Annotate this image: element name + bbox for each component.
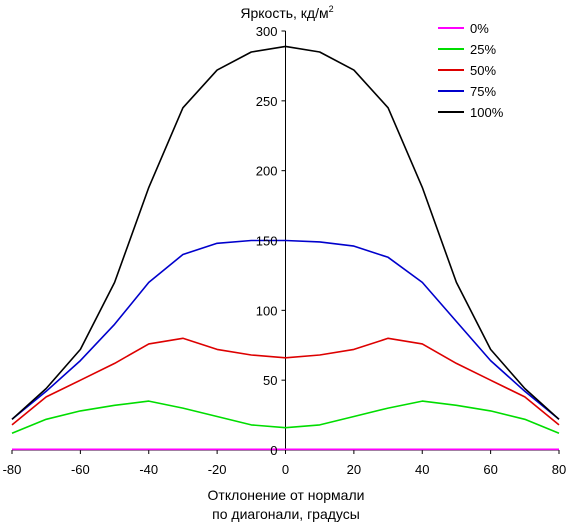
legend-label: 0% bbox=[470, 21, 489, 36]
legend-label: 25% bbox=[470, 42, 496, 57]
y-tick-label: 200 bbox=[256, 164, 278, 179]
series-line-25-percent bbox=[11, 400, 560, 434]
x-tick-label: 60 bbox=[483, 462, 497, 477]
legend-label: 100% bbox=[470, 105, 504, 120]
legend-label: 75% bbox=[470, 84, 496, 99]
y-tick-label: 100 bbox=[256, 303, 278, 318]
legend: 0% 25% 50% 75% 100% bbox=[438, 21, 504, 120]
x-tick-label: 40 bbox=[415, 462, 429, 477]
y-tick-label: 50 bbox=[263, 373, 277, 388]
y-axis-title-superscript: 2 bbox=[329, 4, 334, 14]
series-line-75-percent bbox=[11, 239, 560, 420]
legend-label: 50% bbox=[470, 63, 496, 78]
x-axis-title-line-2: по диагонали, градусы bbox=[212, 506, 360, 522]
x-tick-label: -80 bbox=[3, 462, 22, 477]
series-line-50-percent bbox=[11, 337, 560, 426]
series-layer bbox=[11, 45, 560, 451]
x-tick-label: -40 bbox=[139, 462, 158, 477]
y-tick-label: 0 bbox=[270, 443, 277, 458]
x-axis-title-line-1: Отклонение от нормали bbox=[208, 487, 365, 503]
y-axis-title: Яркость, кд/м2 bbox=[240, 4, 333, 21]
x-tick-label: 0 bbox=[282, 462, 289, 477]
x-tick-label: -60 bbox=[71, 462, 90, 477]
y-tick-label: 150 bbox=[256, 234, 278, 249]
series-line-100-percent bbox=[11, 45, 560, 420]
x-tick-label: 80 bbox=[552, 462, 566, 477]
x-tick-label: 20 bbox=[347, 462, 361, 477]
x-tick-label: -20 bbox=[208, 462, 227, 477]
y-tick-label: 300 bbox=[256, 24, 278, 39]
tick-labels: -80 -60 -40 -20 0 20 40 60 80 0 50 100 150 200 250 300 bbox=[3, 24, 567, 477]
y-tick-label: 250 bbox=[256, 94, 278, 109]
